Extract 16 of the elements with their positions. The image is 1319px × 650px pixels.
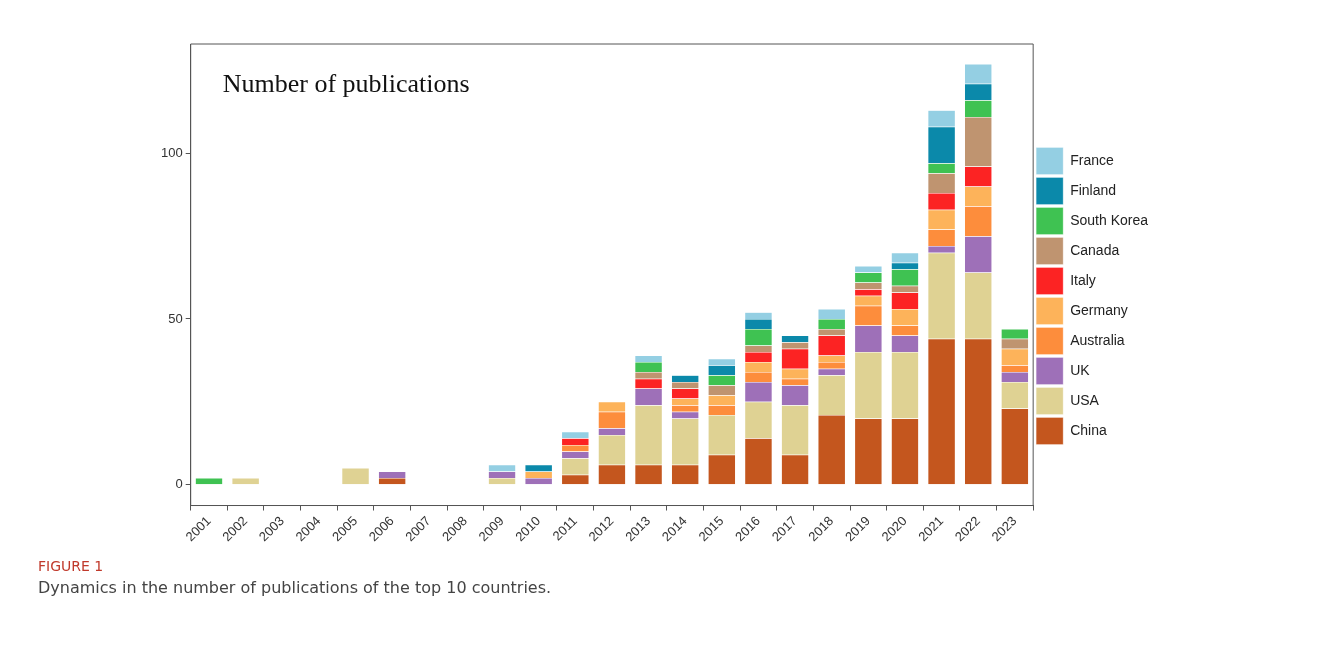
- legend-label: UK: [1070, 361, 1091, 378]
- y-tick-label: 0: [175, 476, 183, 492]
- caption: FIGURE 1: [38, 558, 105, 574]
- y-tick-label: 100: [160, 144, 183, 160]
- legend-label: Canada: [1070, 241, 1120, 258]
- legend-label: USA: [1070, 391, 1100, 408]
- legend-label: Italy: [1070, 271, 1096, 288]
- y-tick-label: 50: [168, 310, 183, 326]
- legend-label: South Korea: [1070, 211, 1149, 228]
- legend-label: Germany: [1070, 301, 1128, 318]
- text: Number of publications: [222, 68, 470, 98]
- text: Dynamics in the number of publications of the top 10 countries.: [38, 578, 553, 597]
- legend-label: Australia: [1070, 331, 1125, 348]
- legend-label: China: [1070, 421, 1107, 438]
- legend-label: France: [1070, 151, 1114, 168]
- legend-label: Finland: [1070, 181, 1117, 198]
